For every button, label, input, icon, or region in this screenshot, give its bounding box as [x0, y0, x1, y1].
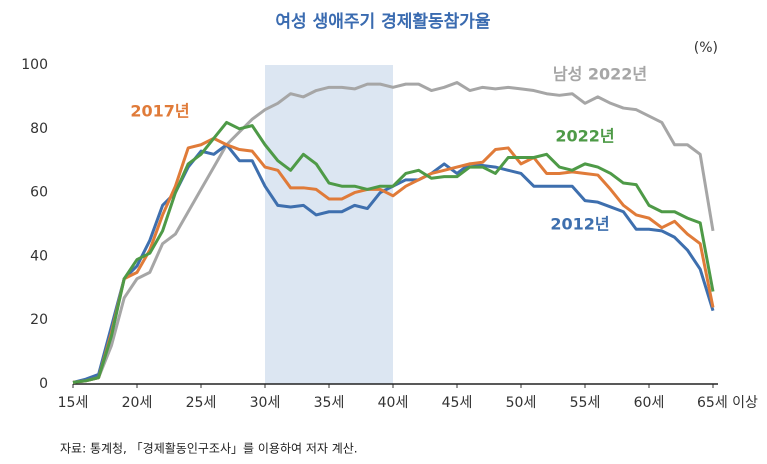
x-tick-label: 40세 — [378, 395, 409, 411]
series-line — [72, 136, 715, 384]
x-tick-label: 65세 이상 — [697, 395, 758, 411]
y-tick-label: 40 — [30, 248, 48, 264]
x-tick-label: 15세 — [58, 395, 89, 411]
series-label: 남성 2022년 — [553, 65, 647, 84]
series-label: 2012년 — [550, 215, 609, 234]
chart-title: 여성 생애주기 경제활동참가율 — [275, 11, 491, 32]
series-label: 2022년 — [555, 127, 614, 146]
unit-label: (%) — [694, 40, 718, 56]
x-tick-label: 25세 — [186, 395, 217, 411]
y-tick-label: 100 — [21, 57, 48, 73]
y-tick-label: 20 — [30, 312, 48, 328]
y-tick-label: 60 — [30, 185, 48, 201]
source-note: 자료: 통계청, 「경제활동인구조사」를 이용하여 저자 계산. — [60, 442, 358, 456]
x-tick-label: 60세 — [634, 395, 665, 411]
series-line — [72, 120, 715, 384]
x-tick-label: 45세 — [442, 395, 473, 411]
y-tick-label: 80 — [30, 121, 48, 137]
series-label: 2017년 — [130, 102, 189, 121]
x-tick-label: 35세 — [314, 395, 345, 411]
highlight-band — [265, 65, 393, 384]
y-tick-label: 0 — [39, 376, 48, 392]
series-line — [72, 81, 715, 384]
x-tick-label: 50세 — [506, 395, 537, 411]
x-tick-label: 20세 — [122, 395, 153, 411]
x-tick-label: 30세 — [250, 395, 281, 411]
x-tick-label: 55세 — [570, 395, 601, 411]
